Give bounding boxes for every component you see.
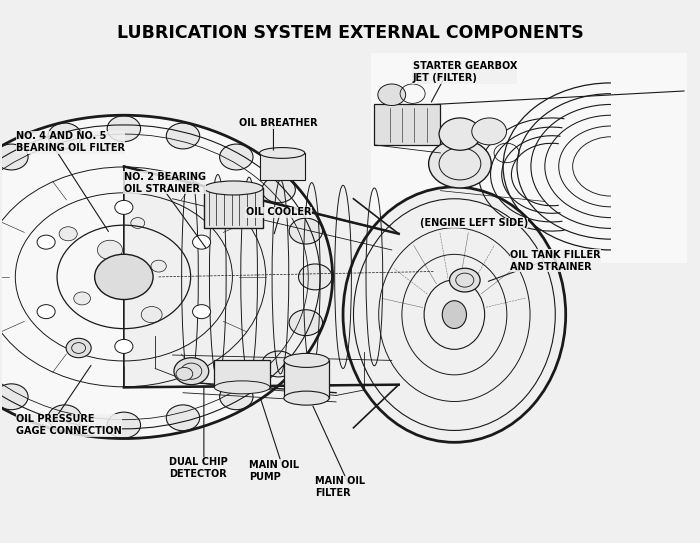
Text: LUBRICATION SYSTEM EXTERNAL COMPONENTS: LUBRICATION SYSTEM EXTERNAL COMPONENTS	[117, 24, 583, 42]
Text: MAIN OIL
FILTER: MAIN OIL FILTER	[315, 476, 365, 498]
Circle shape	[193, 305, 211, 319]
Circle shape	[449, 268, 480, 292]
Circle shape	[220, 384, 253, 410]
Circle shape	[174, 358, 209, 384]
Circle shape	[0, 144, 28, 170]
Circle shape	[378, 84, 406, 105]
Circle shape	[167, 405, 200, 431]
Circle shape	[131, 218, 145, 229]
Circle shape	[439, 118, 481, 150]
Circle shape	[37, 305, 55, 319]
Circle shape	[151, 260, 167, 272]
Ellipse shape	[214, 381, 270, 394]
Circle shape	[97, 240, 122, 260]
Text: OIL BREATHER: OIL BREATHER	[239, 118, 317, 128]
Circle shape	[167, 123, 200, 149]
Text: MAIN OIL
PUMP: MAIN OIL PUMP	[249, 460, 299, 482]
Circle shape	[59, 227, 77, 241]
Ellipse shape	[260, 148, 304, 159]
Text: OIL TANK FILLER
AND STRAINER: OIL TANK FILLER AND STRAINER	[510, 250, 601, 272]
Circle shape	[298, 264, 332, 290]
Text: DUAL CHIP
DETECTOR: DUAL CHIP DETECTOR	[169, 457, 228, 479]
Circle shape	[107, 116, 141, 142]
Circle shape	[74, 292, 90, 305]
Circle shape	[66, 338, 91, 358]
Circle shape	[115, 200, 133, 214]
Circle shape	[428, 140, 491, 188]
Circle shape	[107, 412, 141, 438]
Text: OIL COOLER: OIL COOLER	[246, 207, 311, 217]
Circle shape	[193, 235, 211, 249]
Bar	[374, 104, 440, 145]
Bar	[204, 188, 263, 229]
Text: NO. 2 BEARING
OIL STRAINER: NO. 2 BEARING OIL STRAINER	[124, 172, 206, 194]
Circle shape	[176, 368, 192, 380]
Circle shape	[115, 339, 133, 353]
Ellipse shape	[284, 391, 329, 405]
Circle shape	[0, 384, 28, 410]
Text: NO. 4 AND NO. 5
BEARING OIL FILTER: NO. 4 AND NO. 5 BEARING OIL FILTER	[16, 131, 125, 153]
Polygon shape	[124, 166, 399, 387]
Text: STARTER GEARBOX
JET (FILTER): STARTER GEARBOX JET (FILTER)	[412, 61, 517, 83]
Circle shape	[0, 115, 332, 439]
Circle shape	[141, 307, 162, 323]
Circle shape	[289, 218, 323, 244]
Text: OIL PRESSURE
GAGE CONNECTION: OIL PRESSURE GAGE CONNECTION	[16, 414, 122, 436]
Circle shape	[220, 144, 253, 170]
FancyBboxPatch shape	[371, 53, 687, 263]
Ellipse shape	[343, 187, 566, 443]
Text: (ENGINE LEFT SIDE): (ENGINE LEFT SIDE)	[419, 218, 528, 228]
Circle shape	[37, 235, 55, 249]
Bar	[214, 361, 270, 387]
Circle shape	[262, 177, 295, 203]
Circle shape	[472, 118, 507, 145]
Bar	[260, 153, 304, 180]
Ellipse shape	[204, 181, 263, 195]
Circle shape	[94, 254, 153, 300]
Circle shape	[48, 405, 81, 431]
Bar	[284, 361, 329, 398]
Ellipse shape	[442, 301, 466, 329]
Ellipse shape	[284, 353, 329, 368]
Circle shape	[48, 123, 81, 149]
Circle shape	[262, 351, 295, 377]
Circle shape	[289, 310, 323, 336]
